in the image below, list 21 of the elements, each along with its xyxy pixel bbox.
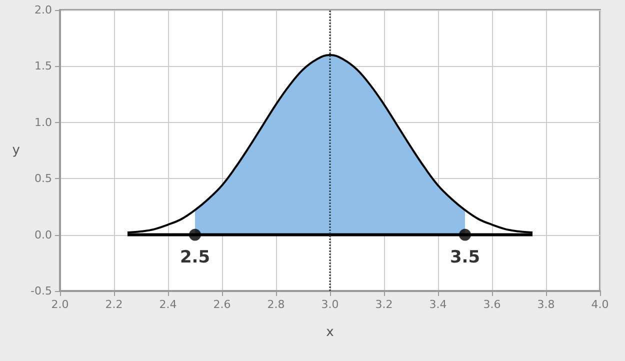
x-tick-label: 3.8 [537, 298, 555, 311]
y-tick-label: -0.5 [30, 284, 52, 298]
y-tick-label: 0.0 [34, 228, 52, 242]
x-tick-label: 2.0 [51, 298, 69, 311]
y-tick-label: 0.5 [34, 172, 52, 186]
x-tick-label: 2.2 [105, 298, 123, 311]
y-tick-label: 1.0 [34, 116, 52, 129]
x-tick-label: 3.6 [483, 298, 501, 311]
x-tick-label: 3.4 [429, 298, 447, 311]
x-tick-label: 3.2 [375, 298, 393, 311]
annotation: 2.5 [180, 247, 210, 268]
x-tick-label: 3.0 [321, 298, 339, 311]
y-axis-title: y [12, 143, 20, 158]
x-tick-label: 2.8 [267, 298, 285, 311]
y-tick-label: 1.5 [34, 60, 52, 73]
x-axis-title: x [326, 325, 334, 340]
x-tick-label: 2.6 [213, 298, 231, 311]
x-tick-label: 4.0 [591, 298, 609, 311]
annotation: 3.5 [450, 247, 480, 268]
y-tick-label: 2.0 [34, 4, 52, 16]
x-tick-label: 2.4 [159, 298, 177, 311]
